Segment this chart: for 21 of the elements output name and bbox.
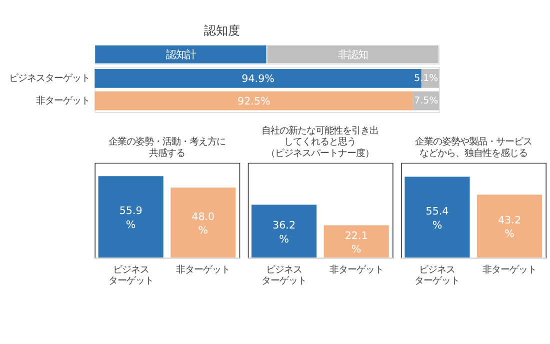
data-label: 55.4% — [426, 206, 449, 232]
x-tick-label: 非ターゲット — [482, 264, 537, 276]
data-label: 48.0% — [192, 210, 215, 237]
data-label: 94.9% — [242, 72, 275, 85]
data-label: 36.2% — [272, 220, 296, 246]
x-tick-label: ビジネスターゲット — [108, 264, 154, 287]
x-tick-label: 非ターゲット — [176, 264, 230, 276]
chart-title: 自社の新たな可能性を引き出してくれると思う（ビジネスパートナー度） — [262, 126, 379, 159]
data-label: 55.9% — [119, 205, 142, 231]
data-label: 92.5% — [238, 95, 270, 108]
x-tick-label: ビジネスターゲット — [262, 264, 307, 287]
text: 非認知 — [338, 48, 368, 61]
chart-title: 企業の姿勢や製品・サービスなどから、独自性を感じる — [414, 136, 532, 159]
chart-title: 企業の姿勢・活動・考え方に共感する — [108, 136, 226, 159]
series-label: 認知計 — [166, 48, 196, 61]
x-tick-label: 非ターゲット — [329, 264, 384, 276]
data-label: 7.5% — [414, 95, 438, 106]
data-label: 43.2% — [498, 214, 522, 240]
x-tick-label: ビジネスターゲット — [414, 264, 460, 287]
chart-title: 認知度 — [204, 24, 240, 38]
data-label: 22.1% — [344, 230, 368, 256]
